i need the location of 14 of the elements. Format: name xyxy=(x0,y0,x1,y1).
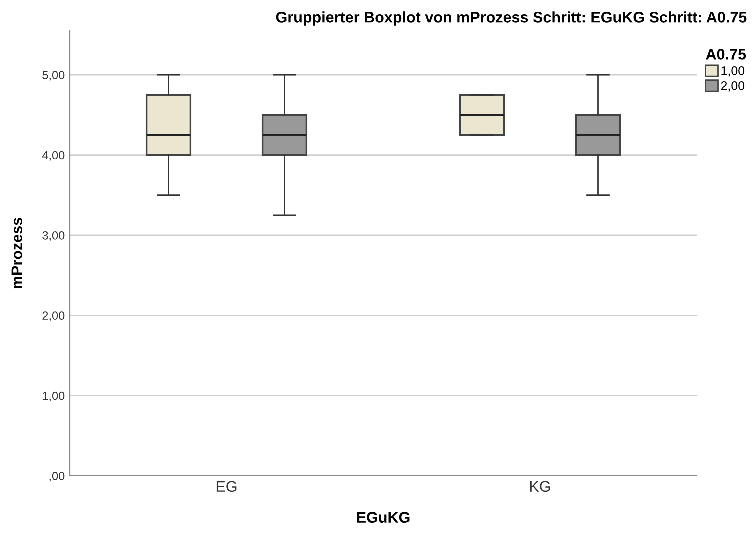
y-tick-label: 3,00 xyxy=(42,231,65,242)
legend-label: 1,00 xyxy=(722,66,745,77)
y-tick-label: 5,00 xyxy=(42,71,65,81)
y-tick-label: 2,00 xyxy=(42,312,65,322)
x-axis-title: EGuKG xyxy=(357,512,410,523)
x-tick-label: KG xyxy=(530,481,550,492)
y-tick-label: 1,00 xyxy=(43,392,65,402)
y-tick-label: 4,00 xyxy=(42,151,65,162)
chart-title: Gruppierter Boxplot von mProzess Schritt: EGuKG Schritt: A0.75 xyxy=(276,12,747,26)
x-tick-label: EG xyxy=(216,481,237,492)
legend-title: A0.75 xyxy=(706,49,746,60)
y-tick-label: ,00 xyxy=(50,472,65,482)
y-axis-title: mProzess xyxy=(12,218,22,289)
legend-label: 2,00 xyxy=(721,82,745,92)
